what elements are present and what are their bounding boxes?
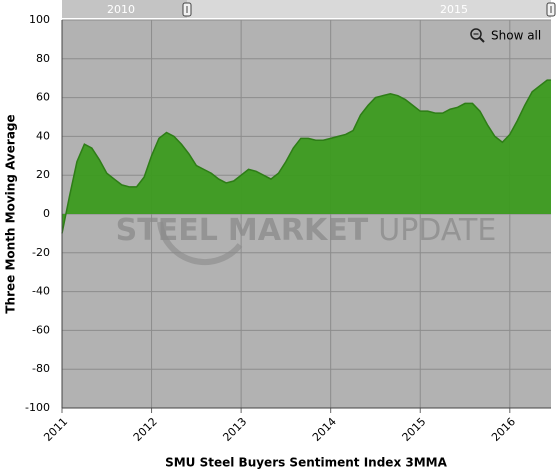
- show-all-button[interactable]: Show all: [470, 28, 541, 43]
- x-tick-label: 2012: [131, 415, 160, 444]
- y-tick-label: 0: [43, 207, 50, 220]
- y-tick-label: 80: [36, 52, 50, 65]
- navigator-label: 2015: [440, 3, 468, 16]
- y-tick-label: -80: [32, 362, 50, 375]
- show-all-label: Show all: [491, 29, 541, 43]
- y-tick-label: 100: [29, 13, 50, 26]
- y-tick-label: -60: [32, 323, 50, 336]
- x-tick-label: 2014: [310, 415, 339, 444]
- watermark-word: MARKET: [228, 213, 369, 248]
- y-tick-label: -100: [25, 401, 50, 414]
- x-axis-title: SMU Steel Buyers Sentiment Index 3MMA: [165, 456, 448, 470]
- y-tick-label: -40: [32, 285, 50, 298]
- area-fill: [62, 80, 551, 234]
- x-tick-label: 2016: [489, 415, 518, 444]
- watermark-swoosh: [157, 221, 243, 266]
- y-tick-label: 20: [36, 168, 50, 181]
- y-tick-label: 60: [36, 91, 50, 104]
- watermark-word: UPDATE: [378, 213, 496, 248]
- navigator-label: 2010: [107, 3, 135, 16]
- navigator-selection: [187, 0, 551, 18]
- y-tick-label: -20: [32, 246, 50, 259]
- y-tick-label: 40: [36, 129, 50, 142]
- x-tick-label: 2013: [220, 415, 249, 444]
- area-line: [61, 79, 551, 234]
- y-axis-title: Three Month Moving Average: [4, 114, 18, 313]
- watermark: STEEL MARKET UPDATE: [116, 213, 497, 248]
- x-tick-label: 2011: [41, 415, 70, 444]
- x-tick-label: 2015: [399, 415, 428, 444]
- zoom-icon-handle: [479, 37, 485, 43]
- navigator-outside: [62, 0, 187, 18]
- zoom-icon: [470, 28, 482, 40]
